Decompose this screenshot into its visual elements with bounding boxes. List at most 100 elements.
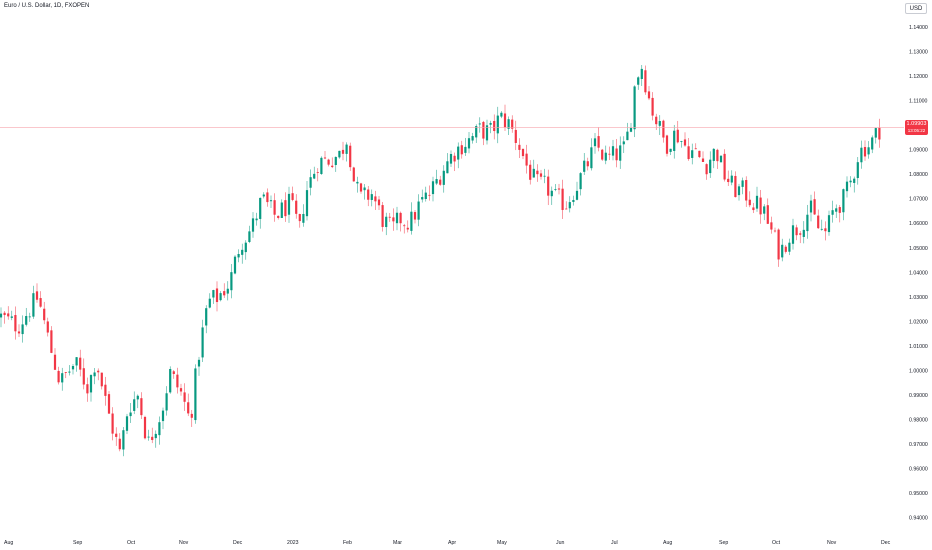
candle bbox=[323, 151, 327, 160]
candle-body bbox=[507, 119, 510, 129]
candle bbox=[79, 349, 82, 377]
price-axis: 1.140001.130001.120001.110001.100001.090… bbox=[909, 25, 928, 522]
candle-body bbox=[683, 139, 687, 146]
candle bbox=[266, 188, 269, 207]
candles bbox=[0, 65, 881, 457]
candle-body bbox=[835, 208, 838, 212]
candle-body bbox=[493, 120, 496, 132]
candle bbox=[154, 430, 157, 448]
candle-body bbox=[741, 180, 744, 187]
candle-body bbox=[471, 136, 474, 141]
candle bbox=[280, 199, 283, 219]
candle bbox=[856, 157, 859, 185]
candle-body bbox=[111, 413, 114, 434]
candle-body bbox=[633, 86, 636, 130]
candle-body bbox=[399, 212, 402, 224]
x-tick-label: Jul bbox=[611, 540, 618, 546]
candle-body bbox=[583, 160, 586, 172]
candle bbox=[820, 219, 823, 231]
candle bbox=[482, 120, 485, 146]
candle-body bbox=[17, 331, 21, 334]
candle bbox=[647, 86, 651, 101]
candle-body bbox=[586, 161, 589, 167]
candle bbox=[795, 224, 798, 241]
candle-body bbox=[424, 192, 427, 200]
candle bbox=[244, 240, 247, 260]
candle bbox=[75, 357, 78, 372]
candle bbox=[698, 150, 701, 159]
candle bbox=[658, 115, 661, 136]
candle bbox=[842, 188, 845, 221]
y-tick-label: 0.94000 bbox=[909, 516, 928, 522]
candle bbox=[557, 183, 561, 195]
candle-body bbox=[565, 208, 568, 210]
candle bbox=[709, 151, 712, 178]
candle-body bbox=[421, 197, 424, 200]
candle-body bbox=[676, 129, 679, 143]
candle-body bbox=[691, 150, 694, 158]
candle bbox=[10, 310, 13, 321]
candle bbox=[133, 391, 136, 415]
candle-body bbox=[215, 288, 219, 303]
candle-body bbox=[734, 175, 737, 198]
candle bbox=[687, 138, 690, 161]
candle bbox=[575, 181, 579, 201]
candle-body bbox=[190, 413, 193, 418]
candle bbox=[158, 416, 161, 445]
candle bbox=[662, 119, 665, 143]
candle bbox=[28, 312, 31, 322]
candle bbox=[453, 152, 456, 172]
candle-body bbox=[853, 178, 856, 183]
candle bbox=[874, 127, 877, 144]
currency-button[interactable]: USD bbox=[905, 3, 927, 14]
candle bbox=[637, 76, 640, 90]
candle-body bbox=[842, 189, 845, 213]
candle bbox=[518, 138, 521, 159]
candle bbox=[633, 85, 636, 138]
candle bbox=[777, 228, 780, 267]
candle-body bbox=[752, 207, 755, 211]
candle-body bbox=[356, 181, 359, 184]
candle-body bbox=[464, 146, 467, 153]
candle-body bbox=[313, 173, 316, 179]
candle-body bbox=[413, 212, 417, 220]
candle-body bbox=[7, 313, 10, 317]
candle-body bbox=[737, 186, 741, 196]
y-tick-label: 1.03000 bbox=[909, 295, 928, 301]
candle-body bbox=[316, 172, 319, 173]
candle-body bbox=[269, 200, 273, 202]
candle-body bbox=[644, 70, 647, 93]
candle-body bbox=[748, 199, 751, 206]
candle-body bbox=[611, 146, 615, 156]
candle bbox=[316, 168, 319, 182]
candle-body bbox=[442, 170, 445, 185]
candle bbox=[691, 143, 694, 165]
candle bbox=[122, 427, 125, 457]
candle bbox=[334, 156, 337, 172]
candle bbox=[665, 134, 669, 157]
candle bbox=[763, 204, 766, 221]
y-tick-label: 1.14000 bbox=[909, 25, 928, 31]
y-tick-label: 1.05000 bbox=[909, 246, 928, 252]
candle-body bbox=[871, 137, 874, 150]
candle bbox=[233, 255, 237, 275]
candle-body bbox=[349, 145, 352, 168]
candle bbox=[273, 193, 276, 222]
candle bbox=[129, 403, 132, 423]
candle bbox=[338, 150, 341, 159]
candle bbox=[399, 211, 402, 232]
candle bbox=[611, 139, 615, 161]
candle bbox=[417, 194, 420, 227]
candle-body bbox=[687, 146, 690, 160]
candle bbox=[431, 176, 435, 202]
candle bbox=[237, 249, 240, 263]
candle-body bbox=[849, 180, 852, 183]
candle bbox=[32, 285, 35, 319]
candle bbox=[727, 170, 730, 186]
candle bbox=[172, 370, 175, 379]
candle-body bbox=[856, 162, 859, 179]
candle-body bbox=[615, 148, 618, 161]
candle bbox=[363, 184, 366, 200]
